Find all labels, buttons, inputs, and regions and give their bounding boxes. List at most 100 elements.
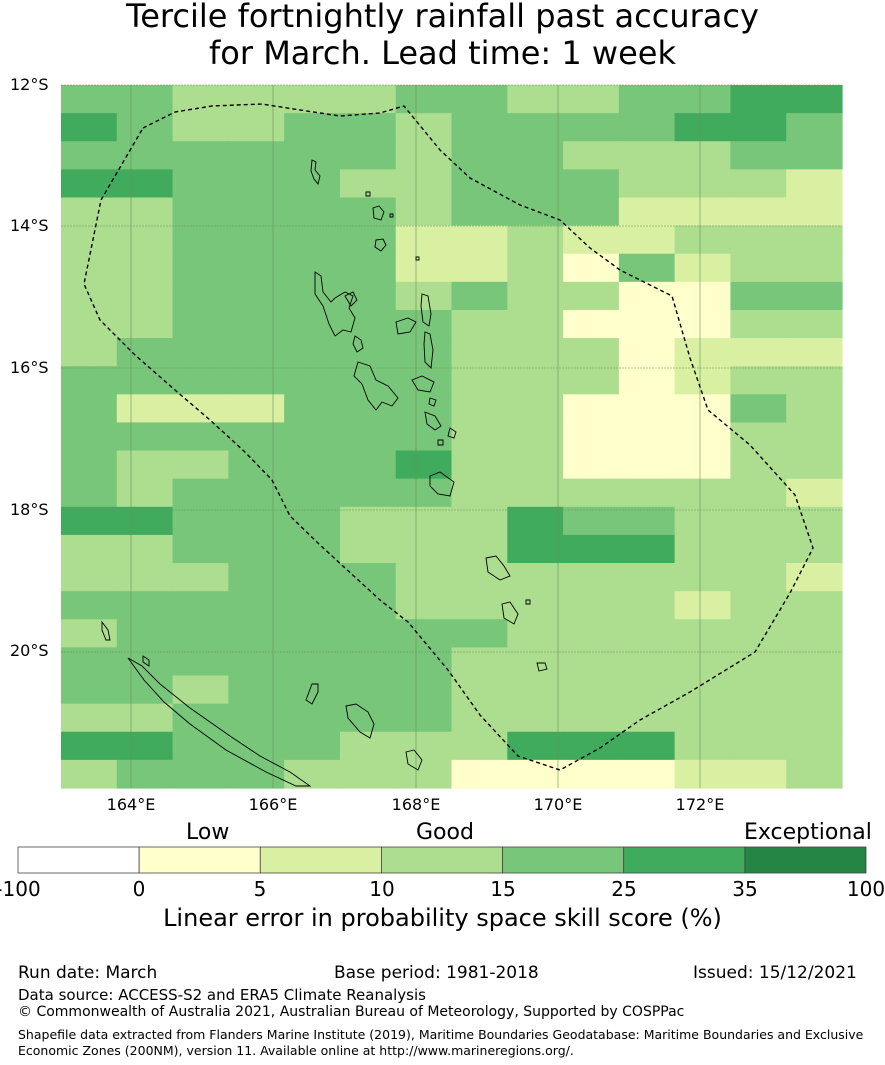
skill-cell: [730, 394, 787, 424]
skill-cell: [284, 478, 341, 508]
skill-cell: [228, 675, 285, 705]
skill-cell: [451, 534, 508, 564]
skill-cell: [730, 169, 787, 199]
skill-cell: [284, 394, 341, 424]
skill-cell: [116, 253, 174, 283]
skill-cell: [284, 197, 341, 227]
skill-cell: [228, 197, 285, 227]
skill-cell: [116, 534, 174, 564]
skill-cell: [507, 141, 564, 170]
skill-cell: [395, 478, 453, 508]
skill-cell: [730, 450, 787, 480]
skill-cell: [618, 225, 676, 255]
skill-cell: [618, 338, 676, 367]
skill-cell: [339, 338, 397, 367]
skill-cell: [730, 759, 787, 789]
skill-cell: [618, 731, 676, 761]
skill-cell: [116, 309, 174, 339]
skill-cell: [507, 394, 564, 424]
skill-cell: [172, 338, 229, 367]
skill-cell: [451, 281, 508, 311]
skill-cell: [116, 281, 174, 311]
skill-cell: [339, 619, 397, 648]
skill-cell: [172, 703, 229, 733]
skill-cell: [284, 338, 341, 367]
skill-cell: [674, 253, 732, 283]
colorbar-label: Linear error in probability space skill …: [163, 904, 722, 932]
skill-cell: [674, 703, 732, 733]
skill-cell: [116, 197, 174, 227]
skill-cell: [786, 534, 843, 564]
skill-cell: [507, 591, 564, 620]
skill-cell: [451, 197, 508, 227]
skill-cell: [674, 113, 732, 142]
skill-cell: [507, 366, 564, 395]
shapefile-credit: Shapefile data extracted from Flanders M…: [18, 1027, 864, 1058]
skill-cell: [61, 281, 118, 311]
skill-cell: [451, 309, 508, 339]
skill-cell: [730, 675, 787, 705]
skill-cell: [563, 619, 620, 648]
skill-cell: [228, 703, 285, 733]
skill-cell: [339, 450, 397, 480]
skill-cell: [730, 366, 787, 395]
skill-cell: [284, 253, 341, 283]
skill-cell: [61, 225, 118, 255]
skill-cell: [618, 506, 676, 536]
skill-cell: [563, 506, 620, 536]
skill-cell: [172, 169, 229, 199]
skill-cell: [61, 759, 118, 789]
skill-cell: [339, 394, 397, 424]
skill-cell: [228, 478, 285, 508]
skill-cell: [116, 394, 174, 424]
legend-category-good: Good: [416, 820, 474, 845]
skill-cell: [730, 338, 787, 367]
skill-cell: [395, 309, 453, 339]
skill-cell: [395, 85, 453, 114]
skill-cell: [339, 113, 397, 142]
skill-cell: [284, 591, 341, 620]
skill-cell: [172, 506, 229, 536]
skill-cell: [61, 703, 118, 733]
skill-cell: [451, 141, 508, 170]
skill-cell: [730, 281, 787, 311]
skill-cell: [61, 450, 118, 480]
skill-cell: [172, 534, 229, 564]
skill-cell: [172, 759, 229, 789]
skill-cell: [563, 450, 620, 480]
skill-cell: [284, 281, 341, 311]
skill-cell: [172, 619, 229, 648]
skill-cell: [395, 731, 453, 761]
skill-cell: [339, 141, 397, 170]
skill-cell: [395, 703, 453, 733]
skill-cell: [116, 759, 174, 789]
skill-cell: [451, 563, 508, 592]
skill-map: [61, 84, 843, 789]
skill-cell: [339, 422, 397, 452]
skill-cell: [451, 253, 508, 283]
skill-cell: [395, 450, 453, 480]
colorbar-segment: [744, 846, 867, 874]
skill-cell: [674, 85, 732, 114]
colorbar-tick: -100: [0, 877, 41, 901]
skill-cell: [674, 478, 732, 508]
skill-cell: [172, 478, 229, 508]
skill-cell: [395, 366, 453, 395]
skill-cell: [172, 85, 229, 114]
skill-cell: [228, 309, 285, 339]
skill-cell: [284, 731, 341, 761]
skill-cell: [395, 394, 453, 424]
skill-cell: [507, 169, 564, 199]
skill-cell: [786, 309, 843, 339]
skill-cell: [507, 506, 564, 536]
skill-cell: [730, 85, 787, 114]
lat-label-14s: 14°S: [10, 216, 49, 235]
skill-cell: [507, 281, 564, 311]
skill-cell: [563, 591, 620, 620]
skill-cell: [563, 759, 620, 789]
skill-cell: [730, 113, 787, 142]
skill-cell: [563, 731, 620, 761]
colorbar-segment: [381, 846, 503, 874]
skill-cell: [61, 731, 118, 761]
skill-cell: [61, 113, 118, 142]
